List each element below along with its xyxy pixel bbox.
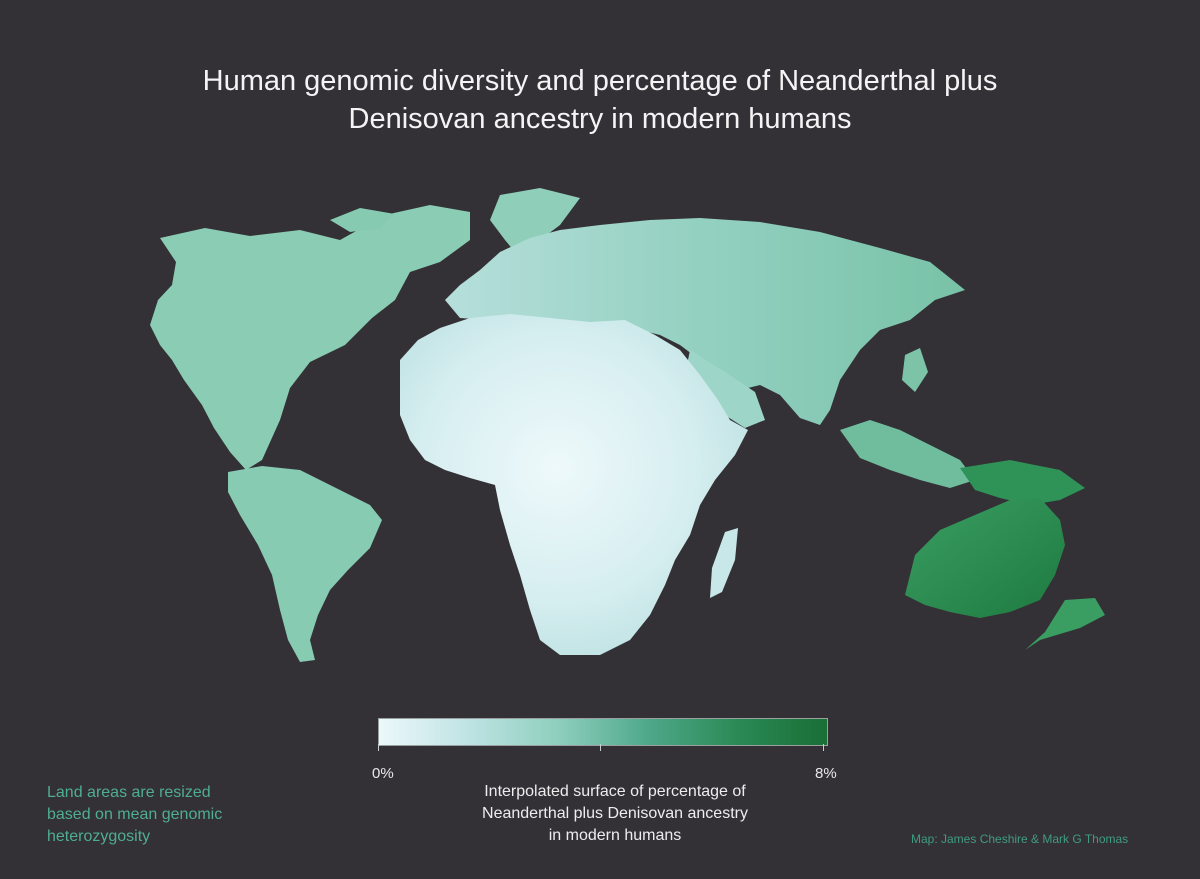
title-line-2: Denisovan ancestry in modern humans — [348, 103, 852, 135]
arctic-islands — [330, 208, 395, 232]
legend-description: Interpolated surface of percentage of Ne… — [430, 781, 800, 847]
eurasia-landmass — [445, 218, 965, 425]
new-zealand-landmass — [1025, 598, 1105, 650]
south-america-landmass — [228, 466, 382, 662]
north-america-landmass — [150, 205, 470, 470]
cartogram-map — [150, 188, 1105, 662]
southeast-asia-landmass — [840, 420, 975, 488]
legend-color-bar — [378, 718, 828, 746]
resize-note: Land areas are resized based on mean gen… — [47, 782, 287, 848]
legend-desc-line-1: Interpolated surface of percentage of — [484, 783, 746, 800]
map-title: Human genomic diversity and percentage o… — [0, 62, 1200, 138]
legend-tick-min — [378, 744, 379, 751]
legend-tick-max — [823, 744, 824, 751]
madagascar-landmass — [710, 528, 738, 598]
south-asia-landmass — [685, 350, 765, 428]
legend-desc-line-2: Neanderthal plus Denisovan ancestry — [482, 805, 748, 822]
legend-desc-line-3: in modern humans — [548, 827, 682, 844]
legend-max-label: 8% — [815, 765, 837, 782]
map-credit: Map: James Cheshire & Mark G Thomas — [911, 832, 1129, 846]
japan-landmass — [902, 348, 928, 392]
note-line-2: based on mean genomic — [47, 806, 223, 823]
greenland-landmass — [490, 188, 580, 258]
legend-min-label: 0% — [372, 765, 394, 782]
note-line-1: Land areas are resized — [47, 784, 211, 801]
new-guinea-landmass — [960, 460, 1085, 505]
africa-landmass — [400, 314, 748, 655]
legend-tick-mid — [600, 744, 601, 751]
australia-landmass — [905, 498, 1065, 618]
note-line-3: heterozygosity — [47, 828, 151, 845]
title-line-1: Human genomic diversity and percentage o… — [202, 65, 998, 97]
